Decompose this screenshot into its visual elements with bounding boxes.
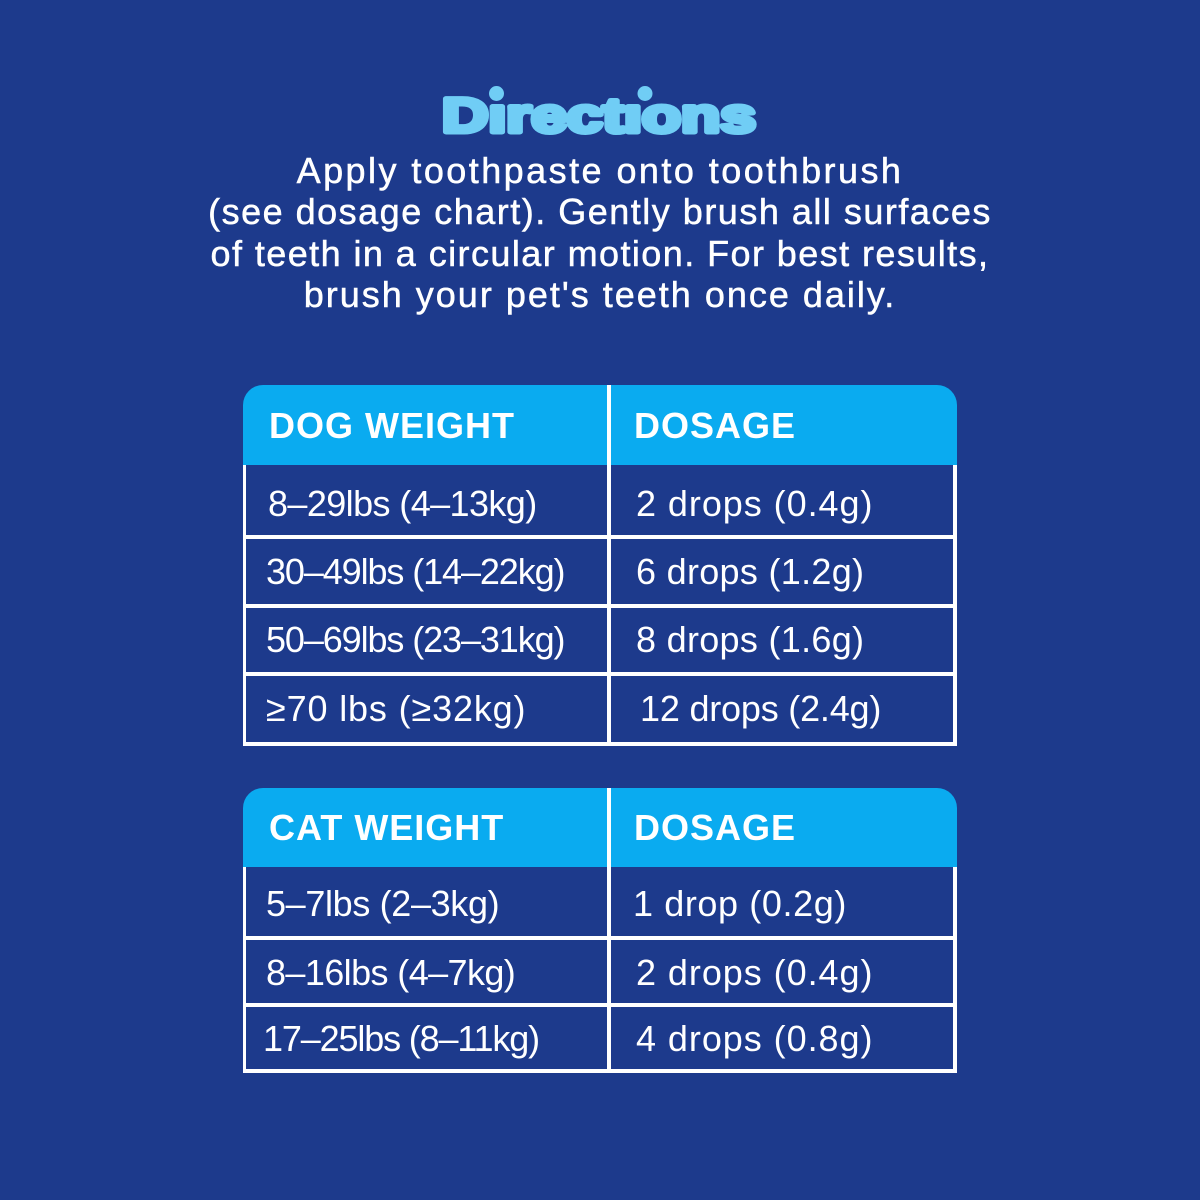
svg-text:Dırectıons: Dırectıons (442, 90, 756, 143)
